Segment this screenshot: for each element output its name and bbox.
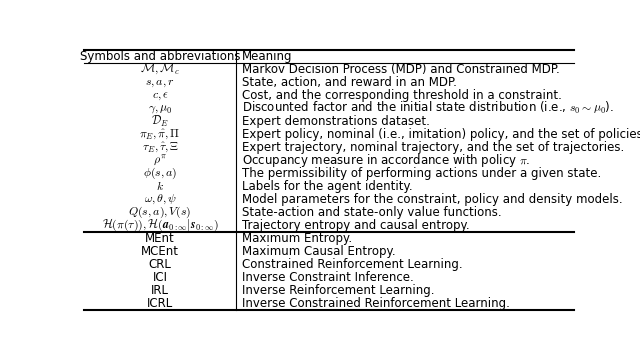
- Text: State, action, and reward in an MDP.: State, action, and reward in an MDP.: [242, 75, 457, 89]
- Text: Maximum Causal Entropy.: Maximum Causal Entropy.: [242, 245, 396, 258]
- Text: $c, \epsilon$: $c, \epsilon$: [152, 89, 168, 102]
- Text: MCEnt: MCEnt: [141, 245, 179, 258]
- Text: CRL: CRL: [148, 258, 172, 271]
- Text: Expert demonstrations dataset.: Expert demonstrations dataset.: [242, 115, 430, 128]
- Text: $s, a, r$: $s, a, r$: [145, 75, 175, 89]
- Text: $\phi(s, a)$: $\phi(s, a)$: [143, 166, 177, 181]
- Text: Labels for the agent identity.: Labels for the agent identity.: [242, 180, 413, 193]
- Text: $\mathcal{M}, \mathcal{M}_c$: $\mathcal{M}, \mathcal{M}_c$: [140, 62, 180, 76]
- Text: Constrained Reinforcement Learning.: Constrained Reinforcement Learning.: [242, 258, 463, 271]
- Text: IRL: IRL: [151, 284, 169, 297]
- Text: $\mathcal{D}_E$: $\mathcal{D}_E$: [151, 114, 169, 129]
- Text: Inverse Constraint Inference.: Inverse Constraint Inference.: [242, 271, 414, 284]
- Text: State-action and state-only value functions.: State-action and state-only value functi…: [242, 206, 502, 219]
- Text: MEnt: MEnt: [145, 232, 175, 245]
- Text: Trajectory entropy and causal entropy.: Trajectory entropy and causal entropy.: [242, 219, 470, 232]
- Text: Meaning: Meaning: [242, 49, 292, 63]
- Text: Cost, and the corresponding threshold in a constraint.: Cost, and the corresponding threshold in…: [242, 89, 562, 102]
- Text: $\mathcal{H}(\pi(\tau)), \mathcal{H}(\boldsymbol{a}_{0:\infty}|\boldsymbol{s}_{0: $\mathcal{H}(\pi(\tau)), \mathcal{H}(\bo…: [102, 217, 219, 234]
- Text: The permissibility of performing actions under a given state.: The permissibility of performing actions…: [242, 167, 602, 180]
- Text: $Q(s,a), V(s)$: $Q(s,a), V(s)$: [129, 205, 192, 220]
- Text: $k$: $k$: [156, 180, 164, 193]
- Text: Expert trajectory, nominal trajectory, and the set of trajectories.: Expert trajectory, nominal trajectory, a…: [242, 141, 625, 154]
- Text: $\pi_E, \hat{\pi}, \Pi$: $\pi_E, \hat{\pi}, \Pi$: [140, 127, 181, 141]
- Text: Discounted factor and the initial state distribution (i.e., $s_0 \sim \mu_0$).: Discounted factor and the initial state …: [242, 100, 614, 116]
- Text: Inverse Reinforcement Learning.: Inverse Reinforcement Learning.: [242, 284, 435, 297]
- Text: $\omega, \theta, \psi$: $\omega, \theta, \psi$: [143, 193, 177, 206]
- Text: Inverse Constrained Reinforcement Learning.: Inverse Constrained Reinforcement Learni…: [242, 297, 510, 310]
- Text: $\tau_E, \hat{\tau}, \Xi$: $\tau_E, \hat{\tau}, \Xi$: [141, 140, 179, 154]
- Text: Expert policy, nominal (i.e., imitation) policy, and the set of policies.: Expert policy, nominal (i.e., imitation)…: [242, 128, 640, 141]
- Text: ICI: ICI: [152, 271, 168, 284]
- Text: Model parameters for the constraint, policy and density models.: Model parameters for the constraint, pol…: [242, 193, 623, 206]
- Text: Symbols and abbreviations: Symbols and abbreviations: [80, 49, 241, 63]
- Text: Maximum Entropy.: Maximum Entropy.: [242, 232, 352, 245]
- Text: Markov Decision Process (MDP) and Constrained MDP.: Markov Decision Process (MDP) and Constr…: [242, 63, 560, 75]
- Text: ICRL: ICRL: [147, 297, 173, 310]
- Text: $\gamma, \mu_0$: $\gamma, \mu_0$: [148, 102, 172, 115]
- Text: $\rho^\pi$: $\rho^\pi$: [153, 153, 167, 167]
- Text: Occupancy measure in accordance with policy $\pi$.: Occupancy measure in accordance with pol…: [242, 152, 531, 169]
